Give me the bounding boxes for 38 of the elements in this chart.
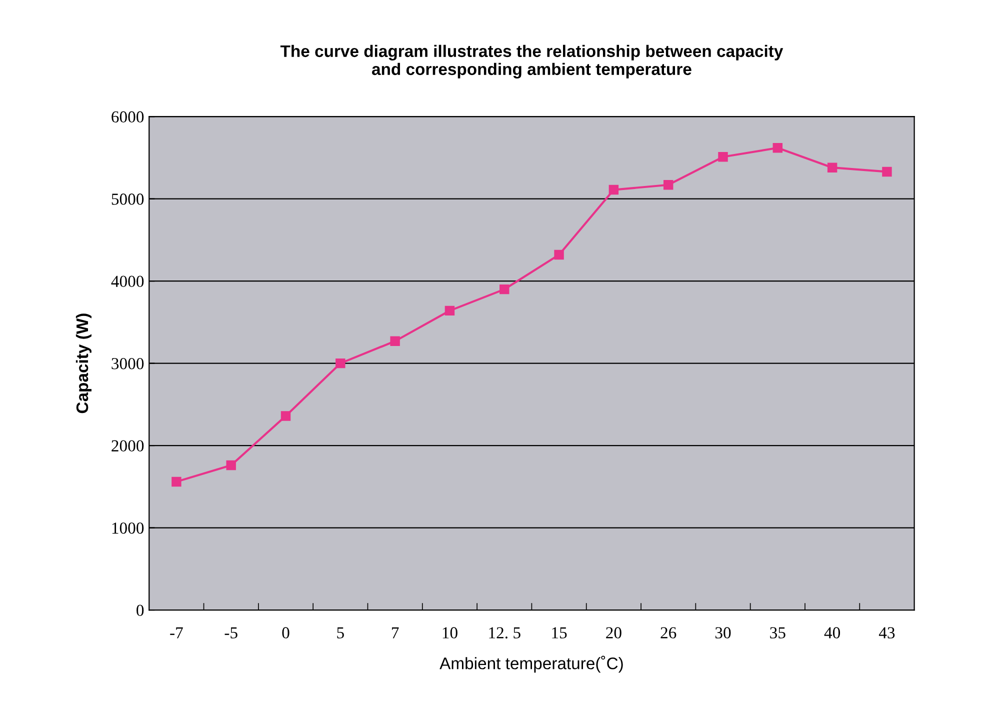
point	[718, 152, 728, 162]
x-tick-label: 30	[715, 627, 731, 638]
x-tick-label: 35	[770, 627, 786, 638]
point	[554, 250, 564, 260]
x-tick-label: 10	[442, 627, 458, 638]
point	[444, 306, 455, 316]
x-tick-label: 40	[824, 627, 840, 638]
y-axis-title: Capacity (W)	[76, 314, 92, 414]
point	[172, 476, 182, 487]
point	[500, 284, 510, 294]
point	[226, 460, 236, 470]
x-axis-title: Ambient temperature(˚C)	[440, 656, 623, 673]
point	[663, 180, 674, 190]
point	[827, 162, 838, 172]
y-tick-label: 0	[136, 604, 144, 616]
x-tick-label: 0	[282, 627, 290, 638]
point	[390, 336, 400, 346]
x-tick-label: 43	[878, 627, 895, 638]
y-tick-label: 1000	[112, 522, 144, 534]
x-tick-label: 12. 5	[489, 627, 520, 639]
point	[882, 166, 892, 177]
y-tick-label: 5000	[112, 194, 144, 205]
x-tick-label: 5	[337, 627, 344, 638]
x-tick-label: 15	[552, 627, 567, 638]
chart-title: The curve diagram illustrates the relationship between capacity and corresponding ambient temperature	[280, 44, 784, 78]
x-tick-label: 20	[606, 627, 622, 638]
y-tick-label: 6000	[112, 111, 144, 123]
x-tick-label: -5	[224, 627, 238, 638]
point	[336, 358, 346, 368]
point	[608, 184, 619, 195]
point	[772, 142, 783, 153]
y-tick-label: 3000	[112, 358, 144, 370]
y-tick-label: 4000	[111, 276, 144, 288]
point	[280, 411, 291, 421]
x-tick-label: -7	[170, 627, 183, 638]
y-tick-label: 2000	[112, 440, 144, 452]
x-tick-label: 26	[660, 627, 676, 638]
x-tick-label: 7	[392, 627, 399, 638]
